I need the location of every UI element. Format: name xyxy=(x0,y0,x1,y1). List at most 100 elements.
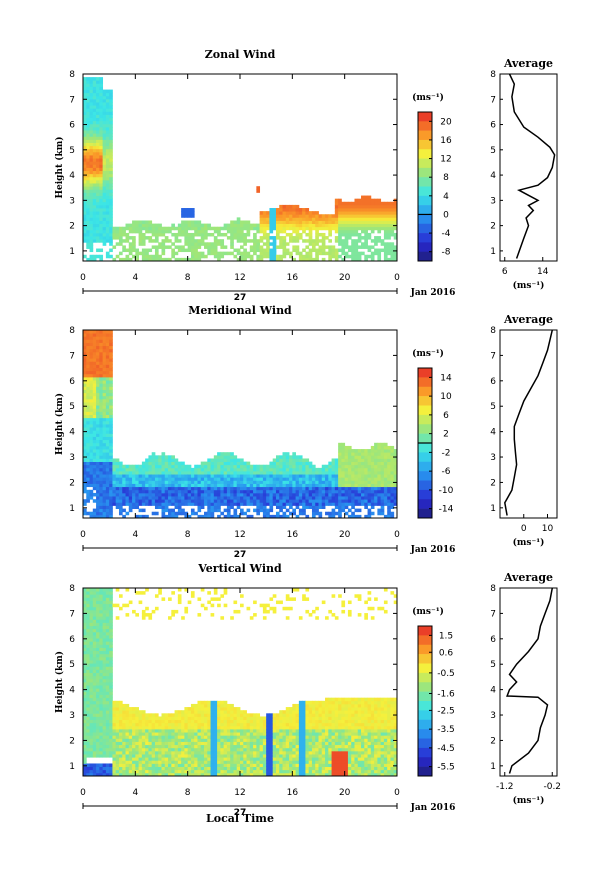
heatmap-cell xyxy=(115,236,120,240)
heatmap-cell xyxy=(105,395,110,400)
heatmap-cell xyxy=(213,502,218,506)
heatmap-cell xyxy=(138,464,143,469)
heatmap-cell xyxy=(387,257,391,262)
heatmap-cell xyxy=(347,254,352,259)
heatmap-cell xyxy=(177,511,182,516)
heatmap-cell xyxy=(89,405,94,409)
heatmap-cell xyxy=(118,769,123,774)
heatmap-cell xyxy=(393,467,398,472)
heatmap-cell xyxy=(138,480,143,484)
heatmap-cell xyxy=(105,716,110,720)
heatmap-cell xyxy=(269,226,274,231)
heatmap-cell xyxy=(92,120,97,125)
heatmap-cell xyxy=(275,208,280,212)
heatmap-cell xyxy=(266,486,270,491)
heatmap-cell xyxy=(331,461,336,466)
heatmap-cell xyxy=(168,226,172,231)
heatmap-cell xyxy=(171,464,175,469)
average-line xyxy=(504,329,554,516)
heatmap-cell xyxy=(86,236,90,240)
heatmap-cell xyxy=(217,474,221,478)
x-tick-label: 0 xyxy=(394,530,400,540)
heatmap-cell xyxy=(204,766,208,771)
heatmap-cell xyxy=(204,499,208,503)
heatmap-cell xyxy=(236,461,241,466)
heatmap-cell xyxy=(168,713,172,717)
heatmap-cell xyxy=(109,505,113,509)
heatmap-cell xyxy=(145,766,149,771)
heatmap-cell xyxy=(92,223,97,228)
heatmap-cell xyxy=(187,467,192,472)
heatmap-cell xyxy=(177,496,182,500)
heatmap-cell xyxy=(367,195,372,200)
heatmap-cell xyxy=(89,195,94,200)
heatmap-cell xyxy=(96,672,100,677)
heatmap-cell xyxy=(96,663,100,667)
heatmap-cell xyxy=(204,710,208,714)
heatmap-cell xyxy=(351,204,355,209)
heatmap-cell xyxy=(145,757,149,761)
heatmap-cell xyxy=(96,467,100,472)
heatmap-cell xyxy=(289,474,293,478)
heatmap-cell xyxy=(207,772,211,777)
heatmap-cell xyxy=(86,345,90,350)
heatmap-cell xyxy=(102,204,107,209)
heatmap-cell xyxy=(112,502,117,506)
heatmap-cell xyxy=(86,342,90,347)
heatmap-cell xyxy=(302,229,306,234)
heatmap-cell xyxy=(99,195,104,200)
heatmap-cell xyxy=(161,744,166,749)
heatmap-cell xyxy=(118,477,123,481)
heatmap-cell xyxy=(89,638,94,642)
heatmap-cell xyxy=(89,452,94,456)
heatmap-cell xyxy=(89,189,94,193)
heatmap-cell xyxy=(83,691,87,695)
heatmap-cell xyxy=(213,455,218,459)
heatmap-cell xyxy=(109,486,113,491)
heatmap-cell xyxy=(141,489,146,494)
heatmap-cell xyxy=(194,716,198,720)
heatmap-cell xyxy=(83,145,87,150)
heatmap-cell xyxy=(96,669,100,673)
heatmap-cell xyxy=(204,226,208,231)
heatmap-cell xyxy=(246,239,251,243)
heatmap-cell xyxy=(99,411,104,415)
heatmap-cell xyxy=(86,694,90,699)
heatmap-cell xyxy=(86,176,90,181)
heatmap-cell xyxy=(197,763,202,767)
heatmap-cell xyxy=(253,499,257,503)
heatmap-cell xyxy=(328,496,332,500)
heatmap-cell xyxy=(315,486,319,491)
heatmap-cell xyxy=(269,257,274,262)
heatmap-cell xyxy=(86,164,90,168)
heatmap-cell xyxy=(351,492,355,497)
heatmap-cell xyxy=(236,239,241,243)
heatmap-cell xyxy=(89,217,94,221)
heatmap-cell xyxy=(83,367,87,372)
heatmap-cell xyxy=(318,511,323,516)
heatmap-cell xyxy=(102,471,107,475)
heatmap-cell xyxy=(204,232,208,237)
heatmap-cell xyxy=(177,744,182,749)
heatmap-cell xyxy=(158,769,162,774)
heatmap-cell xyxy=(259,211,264,215)
heatmap-cell xyxy=(102,358,107,362)
heatmap-cell xyxy=(89,597,94,601)
heatmap-cell xyxy=(190,508,195,513)
heatmap-cell xyxy=(194,257,198,262)
heatmap-cell xyxy=(357,486,362,491)
heatmap-cell xyxy=(393,217,398,221)
heatmap-cell xyxy=(328,220,332,224)
heatmap-cell xyxy=(305,211,310,215)
heatmap-cell xyxy=(325,245,329,249)
heatmap-cell xyxy=(102,638,107,642)
heatmap-cell xyxy=(164,766,169,771)
heatmap-cell xyxy=(125,766,130,771)
heatmap-cell xyxy=(151,766,156,771)
heatmap-cell xyxy=(328,251,332,256)
heatmap-cell xyxy=(86,89,90,94)
heatmap-cell xyxy=(233,458,238,462)
heatmap-cell xyxy=(181,214,185,218)
heatmap-cell xyxy=(285,242,290,246)
heatmap-cell xyxy=(393,449,398,453)
